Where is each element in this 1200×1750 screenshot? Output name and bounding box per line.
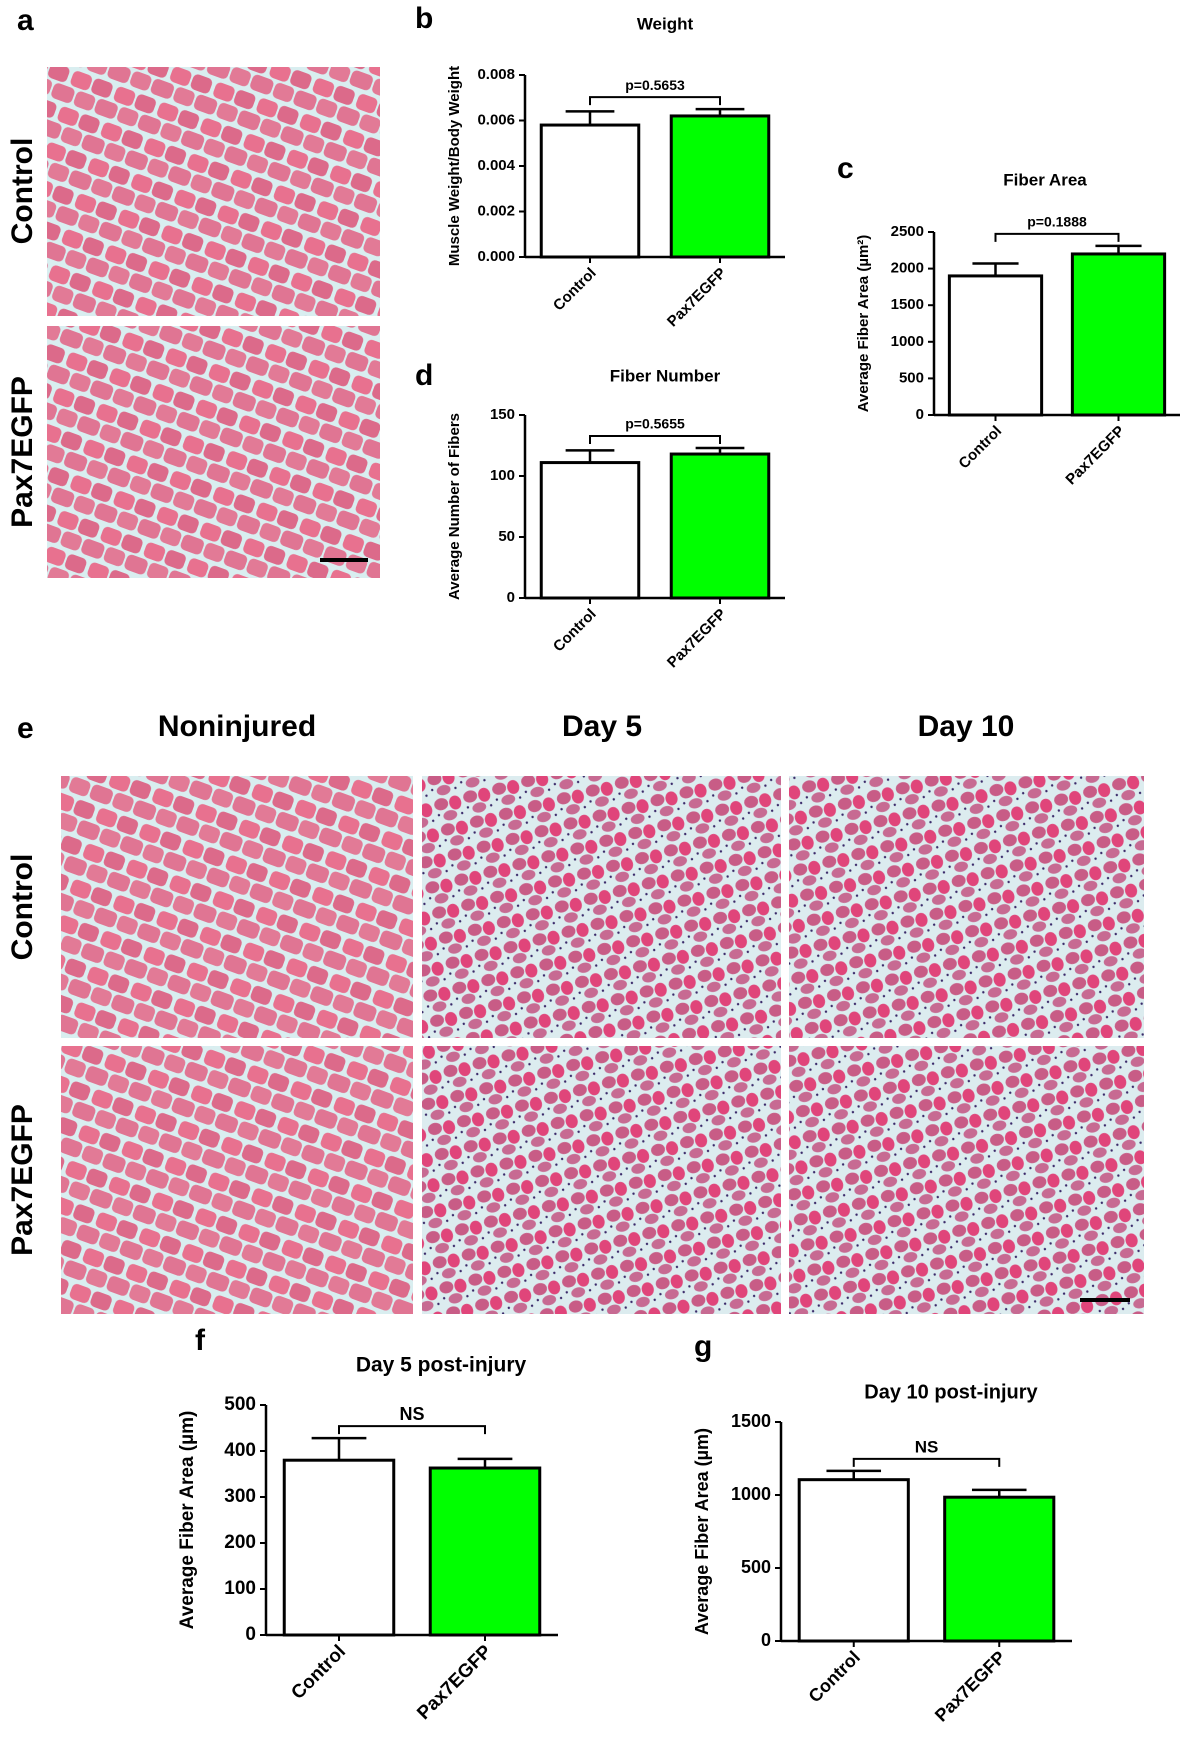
annotation: NS [915, 1437, 939, 1456]
annotation: p=0.5653 [625, 77, 685, 93]
x-tick-label: Pax7EGFP [931, 1647, 1010, 1726]
image [61, 1046, 413, 1314]
x-tick-label: Control [955, 423, 1005, 473]
x-tick-label: Pax7EGFP [1062, 423, 1128, 489]
panel-label: b [415, 2, 433, 35]
bar [669, 452, 771, 600]
y-tick-label: 300 [224, 1486, 256, 1507]
bar [943, 1495, 1056, 1643]
bar [282, 1458, 396, 1637]
panel-label: c [837, 152, 854, 185]
panel-label: d [415, 359, 433, 392]
y-tick-label: 1500 [731, 1411, 771, 1431]
annotation: NS [399, 1404, 424, 1424]
row-label: Pax7EGFP [6, 1104, 39, 1256]
y-axis-label: Average Fiber Area (µm) [177, 1411, 198, 1630]
bar [428, 1466, 542, 1637]
histology-e [61, 776, 1144, 1314]
image [422, 1046, 781, 1314]
x-tick-label: Pax7EGFP [664, 265, 730, 331]
y-tick-label: 1000 [891, 333, 924, 350]
column-label: Day 10 [918, 710, 1015, 743]
row-label: Pax7EGFP [6, 376, 39, 528]
row-label: Control [6, 138, 39, 245]
panel-label: g [694, 1330, 712, 1363]
image [789, 1046, 1144, 1314]
annotation: p=0.5655 [625, 416, 685, 432]
y-tick-label: 0 [916, 406, 924, 423]
chart-title: Day 10 post-injury [864, 1381, 1038, 1403]
image [422, 776, 781, 1038]
y-axis-label: Average Fiber Area (µm) [692, 1428, 712, 1635]
y-tick-label: 200 [224, 1532, 256, 1553]
x-tick-label: Control [550, 265, 600, 315]
y-tick-label: 0.002 [477, 202, 515, 219]
y-tick-label: 100 [490, 467, 515, 484]
y-tick-label: 0.004 [477, 157, 515, 174]
x-tick-label: Control [805, 1647, 864, 1706]
y-tick-label: 0.006 [477, 111, 515, 128]
row-label: Control [6, 854, 39, 961]
bar [539, 461, 641, 600]
y-tick-label: 1500 [891, 296, 924, 313]
image-control [47, 67, 380, 316]
y-tick-label: 0 [761, 1630, 771, 1650]
image-pax7egfp [47, 326, 380, 578]
histology-a [47, 67, 380, 578]
image [789, 776, 1144, 1038]
y-axis-label: Muscle Weight/Body Weight [446, 66, 463, 266]
y-tick-label: 0.008 [477, 66, 515, 83]
bar [797, 1478, 910, 1643]
image [61, 776, 413, 1038]
chart-title: Fiber Number [610, 366, 721, 385]
bar [669, 114, 771, 259]
y-tick-label: 500 [224, 1394, 256, 1415]
bar [947, 274, 1044, 417]
bar [539, 123, 641, 259]
significance-bracket [338, 1425, 486, 1435]
y-tick-label: 0 [245, 1624, 256, 1645]
y-tick-label: 100 [224, 1578, 256, 1599]
column-label: Day 5 [562, 710, 642, 743]
y-tick-label: 2000 [891, 260, 924, 277]
panel-label: f [195, 1324, 206, 1357]
x-tick-label: Control [550, 606, 600, 656]
y-tick-label: 500 [899, 369, 924, 386]
column-label: Noninjured [158, 710, 316, 743]
annotation: p=0.1888 [1027, 214, 1087, 230]
y-tick-label: 0 [507, 589, 515, 606]
y-tick-label: 50 [498, 528, 515, 545]
chart-title: Fiber Area [1003, 170, 1087, 189]
chart-title: Day 5 post-injury [356, 1354, 527, 1377]
significance-bracket [589, 96, 721, 106]
panel-label: a [17, 4, 34, 37]
x-tick-label: Control [287, 1641, 350, 1704]
y-axis-label: Average Number of Fibers [446, 413, 463, 600]
y-tick-label: 500 [741, 1557, 771, 1577]
chart-title: Weight [637, 14, 694, 33]
bar [1070, 252, 1167, 417]
y-tick-label: 0.000 [477, 248, 515, 265]
x-tick-label: Pax7EGFP [664, 606, 730, 672]
significance-bracket [589, 434, 721, 444]
panel-label: e [17, 712, 34, 745]
y-tick-label: 2500 [891, 223, 924, 240]
y-tick-label: 150 [490, 406, 515, 423]
x-tick-label: Pax7EGFP [413, 1641, 496, 1724]
y-axis-label: Average Fiber Area (µm²) [855, 235, 872, 413]
y-tick-label: 400 [224, 1440, 256, 1461]
significance-bracket [994, 232, 1120, 242]
y-tick-label: 1000 [731, 1484, 771, 1504]
significance-bracket [852, 1457, 1001, 1467]
